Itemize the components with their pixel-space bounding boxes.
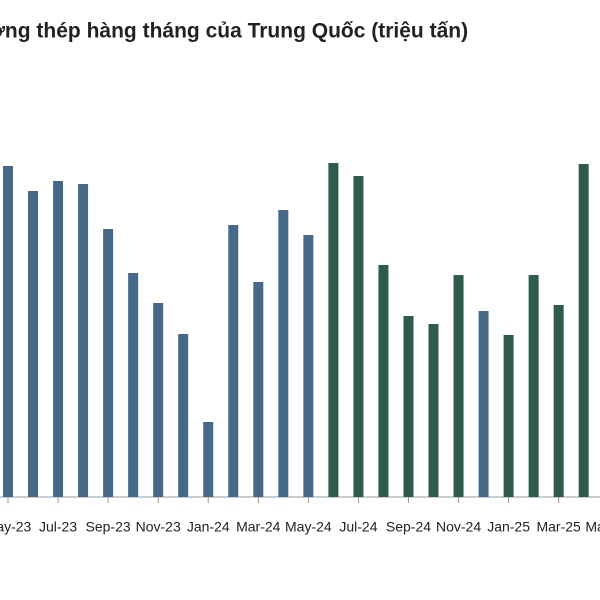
bar	[278, 210, 289, 497]
x-tick-label: Jul-24	[339, 519, 377, 535]
bar	[3, 166, 13, 497]
bar	[128, 273, 139, 497]
bar	[503, 335, 514, 497]
bar	[403, 316, 414, 497]
bar	[378, 265, 389, 497]
bar	[553, 305, 564, 497]
chart-title: ợng thép hàng tháng của Trung Quốc (triệ…	[0, 20, 468, 43]
bar	[203, 422, 214, 497]
bar	[428, 324, 439, 497]
x-tick-label: Nov-24	[436, 519, 481, 535]
bar	[53, 181, 64, 497]
x-tick-label: Jan-24	[187, 519, 230, 535]
bar	[328, 163, 339, 497]
bar	[153, 303, 164, 497]
bar	[528, 275, 539, 497]
x-tick-label: May-23	[0, 519, 32, 535]
x-tick-label: Nov-23	[136, 519, 181, 535]
bar	[478, 311, 489, 497]
x-tick-label: Sep-24	[386, 519, 431, 535]
x-tick-label: May-24	[285, 519, 332, 535]
bar	[453, 275, 464, 497]
x-tick-label: Jan-25	[487, 519, 530, 535]
bar	[253, 282, 264, 497]
x-tick-label: Sep-23	[86, 519, 131, 535]
x-tick-label: Mar-25	[536, 519, 581, 535]
bar	[28, 191, 39, 497]
bar	[578, 164, 589, 497]
bar	[103, 229, 114, 497]
bar	[228, 225, 239, 497]
x-tick-label: May-25	[585, 519, 600, 535]
x-tick-label: Mar-24	[236, 519, 281, 535]
bar	[353, 176, 364, 497]
bar	[303, 235, 314, 497]
bar	[178, 334, 189, 497]
bar	[78, 184, 89, 497]
x-tick-label: Jul-23	[39, 519, 77, 535]
